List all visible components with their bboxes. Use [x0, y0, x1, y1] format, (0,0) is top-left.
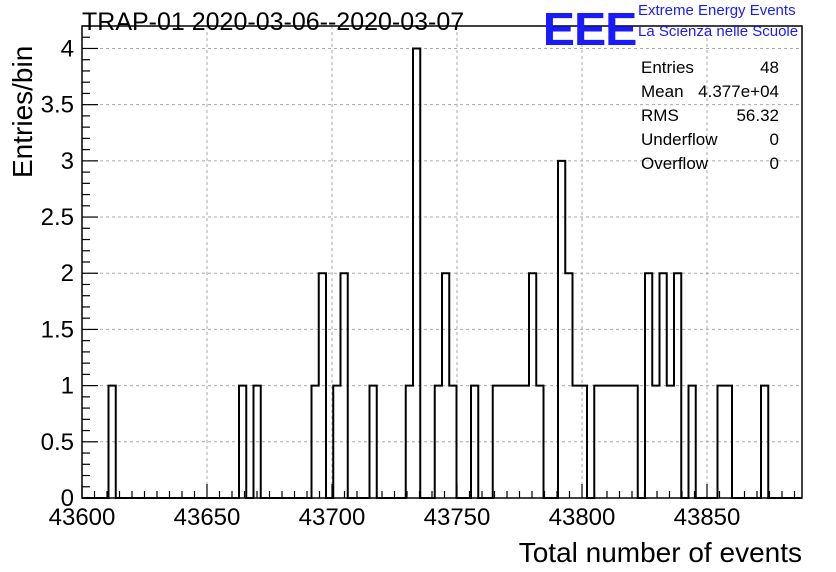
stat-key: Overflow: [641, 154, 709, 173]
logo-subtitle-line1: Extreme Energy Events: [638, 2, 796, 19]
stat-value: 4.377e+04: [698, 82, 779, 101]
y-tick-label: 0: [61, 485, 74, 512]
chart-title: TRAP-01 2020-03-06--2020-03-07: [82, 8, 465, 36]
y-tick-label: 1: [61, 373, 74, 400]
histogram-outline: [82, 47, 802, 499]
stat-value: 0: [769, 130, 779, 149]
x-tick-label: 43650: [174, 504, 241, 531]
y-tick-label: 2: [61, 260, 74, 287]
stat-key: Underflow: [641, 130, 718, 149]
stat-key: Mean: [641, 82, 684, 101]
logo-subtitle-line2: La Scienza nelle Scuole: [638, 23, 799, 40]
stats-box: Entries 48 Mean 4.377e+04 RMS 56.32 Unde…: [641, 58, 779, 178]
stat-key: RMS: [641, 106, 679, 125]
y-tick-label: 3.5: [41, 92, 74, 119]
stat-value: 0: [769, 154, 779, 173]
x-axis: 43600 43650 43700 43750 43800 43850: [49, 484, 796, 531]
x-tick-label: 43800: [549, 504, 616, 531]
y-tick-label: 3: [61, 148, 74, 175]
stat-mean: Mean 4.377e+04: [641, 82, 779, 106]
x-tick-label: 43750: [424, 504, 491, 531]
x-tick-label: 43850: [674, 504, 741, 531]
y-tick-label: 1.5: [41, 316, 74, 343]
y-axis: 0 0.5 1 1.5 2 2.5 3 3.5 4: [41, 25, 98, 512]
eee-logo: EEE: [542, 3, 638, 55]
stat-entries: Entries 48: [641, 58, 779, 82]
stat-overflow: Overflow 0: [641, 154, 779, 178]
x-axis-label: Total number of events: [519, 537, 802, 568]
y-tick-label: 4: [61, 35, 74, 62]
x-tick-label: 43600: [49, 504, 116, 531]
stat-key: Entries: [641, 58, 694, 77]
stat-rms: RMS 56.32: [641, 106, 779, 130]
x-tick-label: 43700: [299, 504, 366, 531]
stat-value: 48: [760, 58, 779, 77]
y-axis-label: Entries/bin: [7, 46, 38, 178]
stat-underflow: Underflow 0: [641, 130, 779, 154]
stat-value: 56.32: [736, 106, 779, 125]
y-tick-label: 2.5: [41, 204, 74, 231]
y-tick-label: 0.5: [41, 429, 74, 456]
